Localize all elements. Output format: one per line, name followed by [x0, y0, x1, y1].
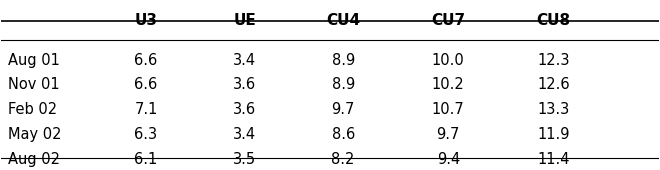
Text: 6.6: 6.6	[135, 77, 158, 92]
Text: 8.9: 8.9	[331, 53, 355, 68]
Text: 9.7: 9.7	[331, 102, 355, 117]
Text: 8.6: 8.6	[331, 127, 355, 142]
Text: 11.9: 11.9	[537, 127, 570, 142]
Text: Aug 02: Aug 02	[8, 152, 60, 167]
Text: 3.5: 3.5	[233, 152, 256, 167]
Text: 6.6: 6.6	[135, 53, 158, 68]
Text: 6.3: 6.3	[135, 127, 158, 142]
Text: 3.6: 3.6	[233, 102, 256, 117]
Text: UE: UE	[233, 13, 256, 28]
Text: 3.4: 3.4	[233, 127, 256, 142]
Text: 10.0: 10.0	[432, 53, 465, 68]
Text: 6.1: 6.1	[135, 152, 158, 167]
Text: 3.6: 3.6	[233, 77, 256, 92]
Text: May 02: May 02	[8, 127, 61, 142]
Text: 11.4: 11.4	[537, 152, 570, 167]
Text: 9.7: 9.7	[437, 127, 460, 142]
Text: CU7: CU7	[431, 13, 465, 28]
Text: 10.7: 10.7	[432, 102, 465, 117]
Text: 10.2: 10.2	[432, 77, 465, 92]
Text: Feb 02: Feb 02	[8, 102, 57, 117]
Text: CU4: CU4	[326, 13, 360, 28]
Text: 12.3: 12.3	[537, 53, 570, 68]
Text: 7.1: 7.1	[134, 102, 158, 117]
Text: CU8: CU8	[537, 13, 570, 28]
Text: 8.9: 8.9	[331, 77, 355, 92]
Text: 8.2: 8.2	[331, 152, 355, 167]
Text: 9.4: 9.4	[437, 152, 460, 167]
Text: 12.6: 12.6	[537, 77, 570, 92]
Text: U3: U3	[135, 13, 158, 28]
Text: 3.4: 3.4	[233, 53, 256, 68]
Text: Aug 01: Aug 01	[8, 53, 60, 68]
Text: Nov 01: Nov 01	[8, 77, 59, 92]
Text: 13.3: 13.3	[537, 102, 570, 117]
